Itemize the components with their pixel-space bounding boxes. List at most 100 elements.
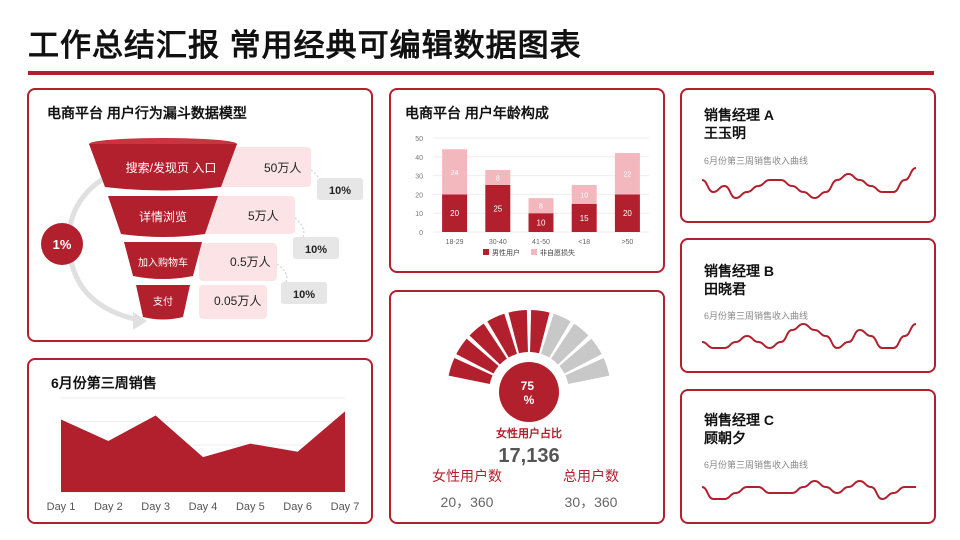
gauge-center [499,362,559,422]
bar-value-male: 10 [537,219,546,228]
manager-card-c: 销售经理 C 顾朝夕 6月份第三周销售收入曲线 [680,389,936,524]
bar-loss [485,169,511,185]
stage-label: 搜索/发现页 入口 [126,160,217,175]
age-chart-card: 电商平台 用户年龄构成 0 10 20 30 40 50 20 24 18-29 25 8 30-4… [389,88,665,273]
bar-value-loss: 22 [624,172,632,179]
x-tick-label: >50 [621,239,633,246]
revenue-sparkline [701,479,916,501]
bar-male [485,185,511,232]
manager-subtitle: 6月份第三周销售收入曲线 [704,311,809,321]
stage-label: 加入购物车 [138,256,188,269]
gauge-segment [456,338,499,374]
bar-value-loss: 8 [496,175,500,182]
x-tick-label: Day 3 [141,501,170,513]
bar-value-loss: 10 [580,192,588,199]
weekly-area-chart: Day 1 Day 2 Day 3 Day 4 Day 5 Day 6 Day 7 [47,397,360,513]
bar-value-male: 25 [493,205,502,214]
bar-male [614,194,640,232]
conversion-badge [317,178,363,200]
y-tick-label: 10 [415,211,423,218]
bar-value-loss: 24 [451,170,459,177]
funnel-card: 电商平台 用户行为漏斗数据模型 1% 搜索/发现页 入口 详情浏览 加入购物车 … [27,88,373,342]
manager-title: 销售经理 B 田晓君 [704,263,774,297]
overall-rate-text: 1% [53,237,72,252]
stage-label: 支付 [153,295,173,308]
weekly-sales-title: 6月份第三周销售 [51,375,157,391]
conversion-badge [293,237,339,259]
stage-pill [199,285,267,319]
stage-pill [199,243,277,281]
bar-male [528,213,554,232]
manager-subtitle: 6月份第三周销售收入曲线 [704,460,809,470]
conversion-rate: 10% [305,244,327,256]
bar-loss [442,149,468,195]
bar-loss [528,198,554,214]
bar-male [442,194,468,232]
gauge-segment [448,357,493,385]
stage-label: 详情浏览 [139,209,187,224]
legend-swatch-male [483,249,489,255]
x-tick-label: Day 6 [283,501,312,513]
gauge-chart: 75 % 女性用户占比 17,136 女性用户数 20，360 总用户数 30，… [432,310,619,510]
bar-male [571,203,597,232]
gauge-segment [559,338,602,374]
manager-title: 销售经理 C 顾朝夕 [704,412,774,446]
y-tick-label: 50 [415,136,423,143]
stage-pill [199,196,295,234]
gauge-card: 75 % 女性用户占比 17,136 女性用户数 20，360 总用户数 30，… [389,290,665,524]
gauge-segment [487,313,517,358]
funnel-stage-3 [124,242,202,279]
x-tick-label: <18 [578,239,590,246]
revenue-sparkline [701,167,917,200]
x-tick-label: 41-50 [532,239,550,246]
total-users-label: 总用户数 [563,468,619,484]
revenue-sparkline [701,322,917,350]
x-tick-label: 18-29 [446,239,464,246]
x-tick-label: Day 7 [331,501,360,513]
age-chart-title: 电商平台 用户年龄构成 [405,105,549,121]
stage-value: 50万人 [264,161,301,175]
gauge-segment [541,313,571,358]
loop-arrow-head [133,312,147,330]
manager-card-a: 销售经理 A 王玉明 6月份第三周销售收入曲线 [680,88,936,223]
manager-card-b: 销售经理 B 田晓君 6月份第三周销售收入曲线 [680,238,936,373]
gauge-segment [508,310,528,354]
y-tick-label: 40 [415,155,423,162]
page-title: 工作总结汇报 常用经典可编辑数据图表 [28,28,582,63]
gauge-caption: 女性用户占比 [496,426,562,440]
x-tick-label: Day 4 [189,501,218,513]
x-tick-label: Day 1 [47,501,76,513]
x-tick-label: 30-40 [489,239,507,246]
sales-area [61,411,345,492]
bar-value-male: 20 [450,209,459,218]
stage-value: 0.05万人 [214,294,261,308]
y-tick-label: 30 [415,174,423,181]
age-bar-chart: 0 10 20 30 40 50 20 24 18-29 25 8 30-40 10 8 41-50 15 1… [415,136,649,257]
overall-rate-badge [41,223,83,265]
total-count: 17,136 [498,445,559,467]
bar-loss [614,153,640,195]
funnel-title: 电商平台 用户行为漏斗数据模型 [47,105,247,121]
conversion-rate: 10% [329,185,351,197]
stage-value: 0.5万人 [230,255,271,269]
gauge-segment [469,323,507,365]
funnel-chart: 1% 搜索/发现页 入口 详情浏览 加入购物车 支付 50万人 5万人 0.5万… [41,138,363,330]
stage-value: 5万人 [248,209,279,223]
manager-title: 销售经理 A 王玉明 [704,107,774,141]
manager-subtitle: 6月份第三周销售收入曲线 [704,156,809,166]
legend-swatch-loss [531,249,537,255]
title-divider [28,71,934,75]
x-tick-label: Day 2 [94,501,123,513]
female-users-value: 20，360 [441,494,494,510]
y-tick-label: 0 [419,230,423,237]
gauge-segment [551,323,589,365]
gauge-percent: 75 % [521,379,538,407]
legend-male: 男性用户 [492,248,520,257]
conversion-rate: 10% [293,289,315,301]
bar-value-male: 15 [580,214,589,223]
funnel-stage-1 [89,144,237,191]
funnel-stage-2 [108,196,218,237]
bar-value-loss: 8 [539,204,543,211]
legend-loss: 非自愿损失 [540,248,575,257]
